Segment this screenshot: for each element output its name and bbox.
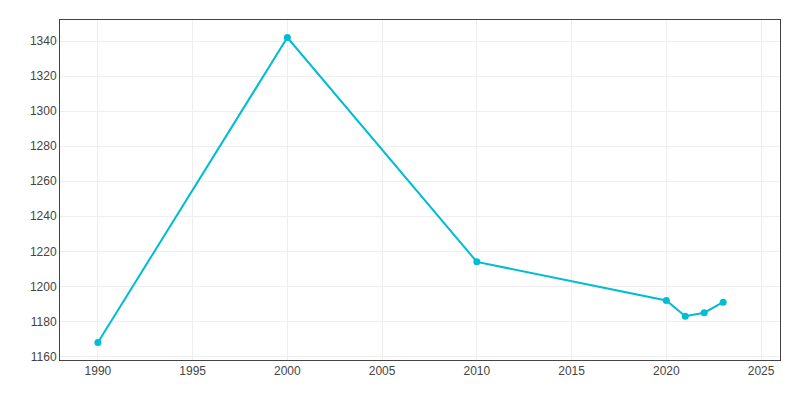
svg-text:2025: 2025 (748, 364, 775, 378)
svg-text:1320: 1320 (30, 69, 57, 83)
svg-text:1240: 1240 (30, 209, 57, 223)
svg-text:1200: 1200 (30, 280, 57, 294)
svg-text:1280: 1280 (30, 139, 57, 153)
svg-text:1160: 1160 (31, 350, 57, 364)
svg-text:1300: 1300 (30, 104, 57, 118)
svg-text:1220: 1220 (30, 245, 57, 259)
svg-text:2010: 2010 (463, 364, 490, 378)
svg-text:1990: 1990 (85, 364, 112, 378)
svg-text:1995: 1995 (179, 364, 206, 378)
svg-text:2000: 2000 (274, 364, 301, 378)
svg-text:2020: 2020 (653, 364, 680, 378)
svg-text:1180: 1180 (31, 315, 57, 329)
svg-text:1260: 1260 (30, 174, 57, 188)
svg-text:2005: 2005 (369, 364, 396, 378)
svg-text:1340: 1340 (30, 34, 57, 48)
svg-text:2015: 2015 (558, 364, 585, 378)
